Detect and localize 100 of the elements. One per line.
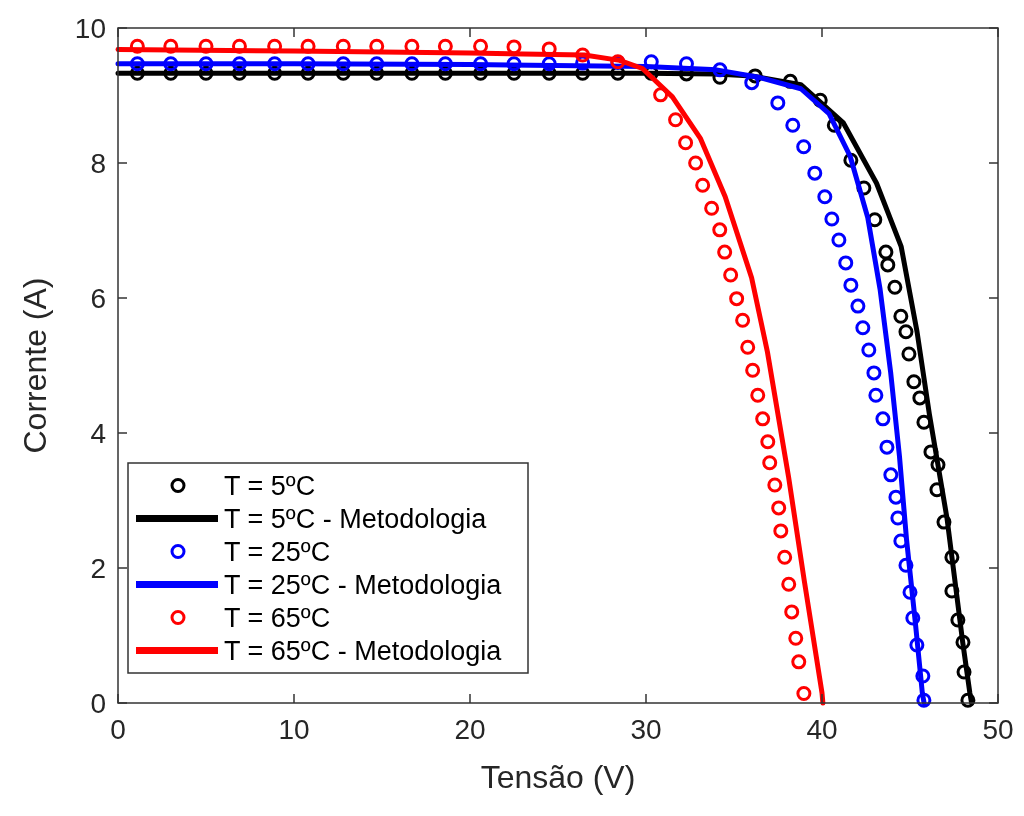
point	[231, 56, 247, 72]
point	[653, 87, 669, 103]
point	[807, 165, 823, 181]
point	[762, 455, 778, 471]
point	[902, 584, 918, 600]
point	[575, 47, 591, 63]
x-tick-label: 30	[630, 714, 662, 745]
point	[898, 557, 914, 573]
point	[898, 324, 914, 340]
point	[745, 362, 761, 378]
point	[906, 374, 922, 390]
point	[791, 654, 807, 670]
point	[760, 434, 776, 450]
point	[437, 56, 453, 72]
point	[788, 630, 804, 646]
point	[944, 549, 960, 565]
point	[880, 257, 896, 273]
point	[850, 298, 866, 314]
y-tick-label: 0	[90, 687, 106, 719]
point	[785, 117, 801, 133]
legend-label: T = 65ºC	[224, 602, 331, 633]
point	[868, 387, 884, 403]
point	[936, 514, 952, 530]
point	[875, 411, 891, 427]
point	[817, 189, 833, 205]
point	[770, 95, 786, 111]
y-tick-label: 10	[74, 12, 106, 44]
point	[956, 664, 972, 680]
point	[950, 612, 966, 628]
point	[878, 244, 894, 260]
point	[198, 38, 214, 54]
point	[163, 38, 179, 54]
point	[695, 177, 711, 193]
point	[866, 365, 882, 381]
point	[735, 312, 751, 328]
y-tick-label: 6	[90, 282, 106, 314]
point	[506, 56, 522, 72]
point	[300, 56, 316, 72]
point	[824, 211, 840, 227]
point	[712, 62, 728, 78]
x-tick-label: 0	[110, 714, 126, 745]
point	[767, 477, 783, 493]
point	[955, 634, 971, 650]
point	[335, 56, 351, 72]
point	[905, 610, 921, 626]
point	[668, 112, 684, 128]
point	[729, 291, 745, 307]
point	[267, 56, 283, 72]
y-axis-title: Corrente (A)	[17, 277, 53, 454]
point	[198, 56, 214, 72]
point	[267, 38, 283, 54]
x-tick-label: 50	[982, 714, 1014, 745]
point	[404, 56, 420, 72]
point	[912, 390, 928, 406]
legend-label: T = 25ºC	[224, 536, 331, 567]
x-tick-label: 40	[806, 714, 838, 745]
point	[712, 222, 728, 238]
point	[717, 244, 733, 260]
point	[796, 686, 812, 702]
y-tick-label: 8	[90, 147, 106, 179]
point	[369, 56, 385, 72]
point	[915, 668, 931, 684]
point	[901, 346, 917, 362]
point	[960, 692, 976, 708]
point	[883, 467, 899, 483]
y-tick-label: 2	[90, 552, 106, 584]
legend-label: T = 65ºC - Metodologia	[224, 635, 503, 666]
y-tick-label: 4	[90, 417, 106, 449]
x-tick-label: 10	[278, 714, 310, 745]
legend-label: T = 5ºC	[224, 470, 316, 501]
point	[704, 200, 720, 216]
point	[781, 576, 797, 592]
point	[843, 277, 859, 293]
point	[916, 692, 932, 708]
point	[163, 56, 179, 72]
point	[861, 342, 877, 358]
point	[773, 523, 789, 539]
point	[838, 255, 854, 271]
point	[909, 637, 925, 653]
legend-label: T = 25ºC - Metodologia	[224, 569, 503, 600]
point	[855, 320, 871, 336]
point	[771, 500, 787, 516]
point	[879, 439, 895, 455]
point	[231, 38, 247, 54]
point	[777, 549, 793, 565]
point	[688, 155, 704, 171]
point	[473, 56, 489, 72]
point	[750, 387, 766, 403]
point	[930, 457, 946, 473]
point	[541, 56, 557, 72]
point	[944, 583, 960, 599]
point	[784, 604, 800, 620]
point	[723, 267, 739, 283]
point	[740, 339, 756, 355]
point	[893, 308, 909, 324]
legend-label: T = 5ºC - Metodologia	[224, 503, 488, 534]
point	[744, 75, 760, 91]
point	[755, 411, 771, 427]
point	[831, 232, 847, 248]
x-tick-label: 20	[454, 714, 486, 745]
